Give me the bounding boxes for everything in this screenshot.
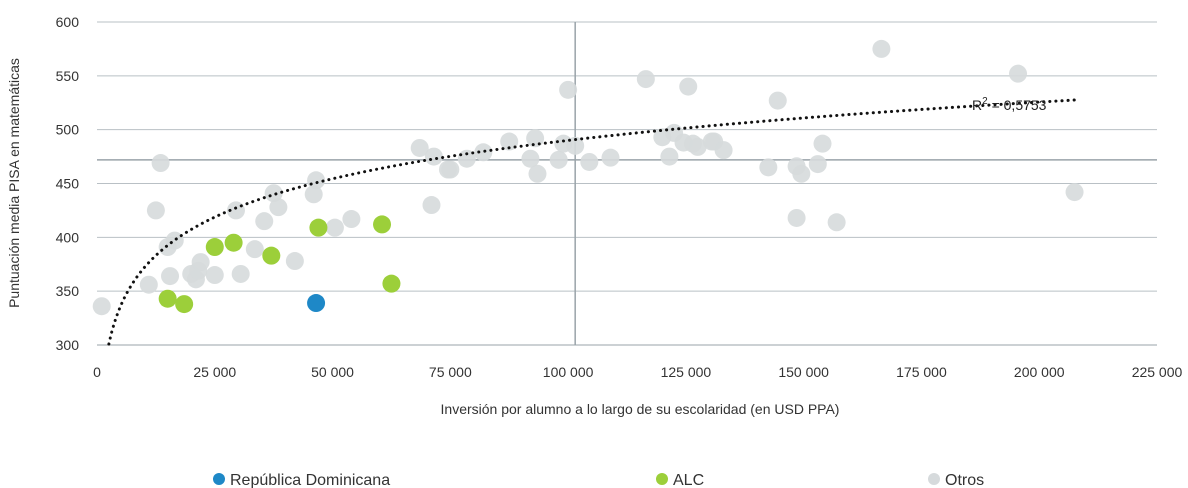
point-otros [580,152,599,171]
point-alc [373,215,392,234]
point-otros [151,154,170,173]
point-otros [872,39,891,58]
x-tick-label: 75 000 [429,364,472,380]
y-tick-label: 600 [56,14,80,30]
point-otros [549,150,568,169]
point-otros [245,240,264,259]
point-otros [768,91,787,110]
point-otros [304,185,323,204]
grid-lines [97,21,1157,346]
point-otros [813,134,832,153]
point-otros [787,208,806,227]
y-tick-label: 500 [56,122,80,138]
legend: República Dominicana ALC Otros [213,472,984,488]
point-otros [191,253,210,272]
point-otros [559,80,578,99]
point-otros [827,213,846,232]
point-otros [474,143,493,162]
point-otros [255,212,274,231]
point-otros [457,149,476,168]
point-otros [205,266,224,285]
x-tick-label: 225 000 [1132,364,1183,380]
point-alc [262,246,281,265]
x-axis-title: Inversión por alumno a lo largo de su es… [441,401,840,417]
point-otros [500,132,519,151]
legend-item-otros: Otros [928,472,984,488]
point-otros [422,196,441,215]
point-otros [410,138,429,157]
point-otros [1065,183,1084,202]
point-otros [660,147,679,166]
point-otros [165,231,184,250]
point-otros [679,77,698,96]
y-tick-label: 350 [56,283,80,299]
y-tick-label: 550 [56,68,80,84]
data-points [92,39,1084,316]
reference-lines [97,22,1157,345]
x-tick-label: 100 000 [543,364,594,380]
point-alc [175,295,194,314]
point-otros [792,164,811,183]
point-alc [158,289,177,308]
point-otros [161,267,180,286]
point-otros [342,210,361,229]
x-tick-label: 50 000 [311,364,354,380]
point-otros [521,149,540,168]
point-otros [688,137,707,156]
point-otros [1009,64,1028,83]
point-alc [205,238,224,257]
x-tick-label: 150 000 [778,364,829,380]
point-otros [92,297,111,316]
y-tick-label: 450 [56,176,80,192]
point-otros [264,184,283,203]
point-otros [231,264,250,283]
legend-swatch-otros [928,473,940,485]
legend-label-otros: Otros [945,472,984,488]
point-otros [325,218,344,237]
point-otros [566,136,585,155]
y-tick-labels: 300 350 400 450 500 550 600 [56,14,80,353]
x-tick-label: 25 000 [193,364,236,380]
y-tick-label: 400 [56,229,80,245]
point-otros [441,160,460,179]
point-otros [146,201,165,220]
point-otros [269,198,288,217]
point-otros [424,147,443,166]
x-tick-label: 200 000 [1014,364,1065,380]
legend-swatch-republica-dominicana [213,473,225,485]
point-otros [601,148,620,167]
r-squared-label: R2 = 0,5753 [972,96,1047,113]
point-otros [759,158,778,177]
point-alc [224,233,243,252]
legend-label-republica-dominicana: República Dominicana [230,472,390,488]
point-otros [714,141,733,160]
x-tick-label: 125 000 [661,364,712,380]
point-otros [636,70,655,89]
x-tick-label: 0 [93,364,101,380]
point-alc [382,274,401,293]
point-alc [309,218,328,237]
trendline [107,98,1077,346]
legend-item-alc: ALC [656,472,704,488]
x-tick-labels: 0 25 000 50 000 75 000 100 000 125 000 150 000… [93,364,1182,380]
y-axis-title: Puntuación media PISA en matemáticas [6,58,22,308]
x-tick-label: 175 000 [896,364,947,380]
legend-label-alc: ALC [673,472,704,488]
point-otros [808,155,827,174]
legend-swatch-alc [656,473,668,485]
point-otros [526,129,545,148]
point-otros [528,164,547,183]
point-otros [139,275,158,294]
y-tick-label: 300 [56,337,80,353]
legend-item-republica-dominicana: República Dominicana [213,472,390,488]
point-otros [285,252,304,271]
point-republica-dominicana [307,294,326,313]
